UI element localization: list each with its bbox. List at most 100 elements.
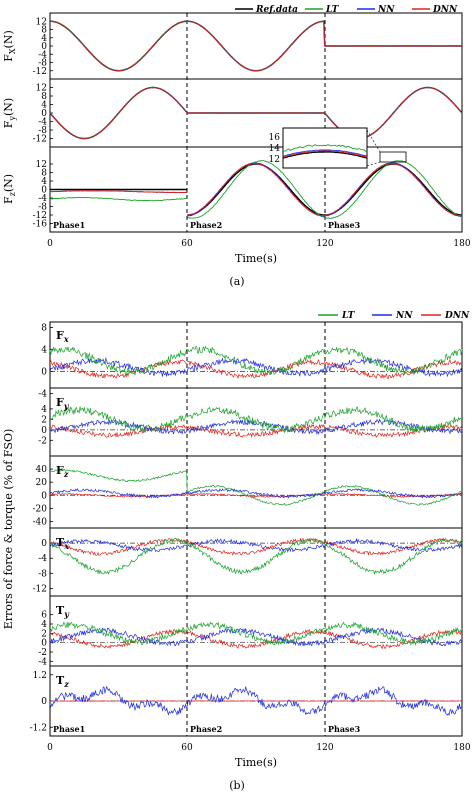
curve-b-Fy-nn-seg1 xyxy=(49,419,188,435)
curve-a-fx-nn-seg1 xyxy=(49,20,188,72)
ytick-label-a-Fy-4: -4 xyxy=(38,118,47,128)
xtick-b-180: 180 xyxy=(453,743,470,753)
phase-label-a-2: Phase2 xyxy=(190,220,222,230)
ytick-label-a-Fz-7: -16 xyxy=(33,220,48,230)
ytick-label-b-Tz-2: -1.2 xyxy=(30,723,47,733)
ytick-label-a-Fx-1: 8 xyxy=(41,26,47,36)
curve-a-fz-ref-seg3 xyxy=(324,163,462,216)
ytick-label-b-Fx-2: 0 xyxy=(41,368,47,378)
curve-b-Ty-dnn-seg3 xyxy=(324,628,462,650)
ytick-label-a-Fy-5: -8 xyxy=(38,126,47,136)
ylabel-b: Errors of force & torque (% of FSO) xyxy=(2,429,15,630)
ytick-label-a-Fz-1: 8 xyxy=(41,169,47,179)
phase-label-b-1: Phase1 xyxy=(53,724,85,734)
legend-b: LT NN DNN xyxy=(318,311,470,321)
ytick-label-a-Fx-2: 4 xyxy=(41,34,47,44)
ytick-label-b-Fz-2: 0 xyxy=(41,491,47,501)
ytick-label-b-Fy-1: 2 xyxy=(41,415,47,425)
curve-b-Tx-nn-seg2 xyxy=(187,538,325,553)
curve-a-fz-dnn-seg2 xyxy=(187,162,325,217)
curve-b-Fx-dnn-seg2 xyxy=(187,359,326,380)
curve-a-fx-lt-seg2 xyxy=(187,20,326,72)
curve-b-Fy-dnn-seg3 xyxy=(324,423,463,438)
curve-b-Ty-nn-seg1 xyxy=(49,627,188,647)
ytick-label-b-Tz-1: 0 xyxy=(41,697,47,707)
ytick-label-b-Ty-0: 6 xyxy=(41,611,47,621)
ytick-label-a-Fx-0: 12 xyxy=(36,17,47,27)
ytick-label-b-Tx-0: 0 xyxy=(41,539,47,549)
xlabel-b: Time(s) xyxy=(235,756,277,769)
ytick-label-b-Fx-1: 4 xyxy=(41,346,47,356)
ytick-label-b-Fz-3: -20 xyxy=(33,504,48,514)
ytick-label-b-Tz-0: 1.2 xyxy=(33,671,47,681)
curve-a-fz-lt-seg2 xyxy=(187,159,325,219)
curve-a-fz-ref-seg2 xyxy=(187,163,325,216)
curve-b-Fz-lt-seg2 xyxy=(187,484,326,506)
xlabel-a: Time(s) xyxy=(235,252,277,265)
zoom-inset: 16 14 12 xyxy=(269,127,407,169)
curve-b-Fz-nn-seg1 xyxy=(49,488,188,499)
inset-curve-lt xyxy=(282,144,368,153)
curve-b-Ty-nn-seg3 xyxy=(324,627,463,647)
legend-a-ref-label: Ref.data xyxy=(255,5,298,15)
legend-a-nn-label: NN xyxy=(377,5,395,15)
ylabel-a-fy: Fy(N) xyxy=(2,98,17,128)
ylabel-a-fx: FX(N) xyxy=(2,30,17,62)
panel-b-subplot-labels: Fx Fy Fz Tx Ty Tz xyxy=(56,329,70,689)
curve-b-Fx-lt-seg1 xyxy=(49,346,188,376)
ytick-label-a-Fx-5: -8 xyxy=(38,59,47,69)
ytick-label-b-Tx-2: -8 xyxy=(38,569,47,579)
curve-b-Fz-lt-seg1 xyxy=(49,468,188,493)
xtick-b-120: 120 xyxy=(316,743,333,753)
curve-b-Fz-nn-seg2 xyxy=(187,488,325,499)
ytick-label-a-Fz-4: -4 xyxy=(38,194,47,204)
curve-b-Ty-lt-seg3 xyxy=(324,621,463,646)
panel-b-frames xyxy=(49,321,463,737)
xtick-b-0: 0 xyxy=(47,743,53,753)
caption-a: (a) xyxy=(229,275,244,288)
curve-b-Tz-nn-seg3 xyxy=(324,686,463,716)
panel-b-yticks: 840-4420-240200-20-400-4-8-126420-2-41.2… xyxy=(30,324,53,733)
curve-b-Tx-nn-seg3 xyxy=(324,537,463,553)
ytick-label-b-Fz-1: 20 xyxy=(36,478,48,488)
inset-curve-ref xyxy=(282,151,368,159)
ytick-label-b-Fy-2: 0 xyxy=(41,426,47,436)
inset-curve-nn xyxy=(282,149,368,157)
curve-a-fx-dnn-seg1 xyxy=(49,20,188,72)
panel-a-phase-dividers xyxy=(186,13,326,232)
curve-a-fz-nn-seg3 xyxy=(324,162,463,217)
ytick-label-b-Fx-0: 8 xyxy=(41,324,47,334)
curve-b-Ty-nn-seg2 xyxy=(186,627,326,647)
curve-b-Tx-nn-seg1 xyxy=(49,538,188,553)
panel-b-curves xyxy=(49,345,463,716)
legend-a-dnn-label: DNN xyxy=(432,5,458,15)
ylabel-a-fz: Fz(N) xyxy=(2,174,17,204)
curve-a-fx-nn-seg2 xyxy=(187,20,326,72)
curve-a-fz-nn-seg2 xyxy=(187,162,325,217)
phase-label-a-1: Phase1 xyxy=(53,220,85,230)
curve-b-Tz-nn-seg1 xyxy=(49,685,188,716)
curve-a-fx-ref-seg2 xyxy=(187,20,326,72)
label-b-fx: Fx xyxy=(56,329,69,344)
ytick-label-a-Fz-5: -8 xyxy=(38,203,47,213)
inset-tick-12: 12 xyxy=(269,155,280,165)
curve-b-Fy-lt-seg1 xyxy=(49,406,188,433)
curve-b-Fy-dnn-seg2 xyxy=(186,423,326,439)
curve-b-Fz-lt-seg3 xyxy=(324,485,463,506)
inset-tick-16: 16 xyxy=(269,133,281,143)
curve-b-Tx-lt-seg1 xyxy=(49,537,188,575)
curve-b-Fz-nn-seg3 xyxy=(324,488,463,499)
ytick-label-b-Ty-4: -2 xyxy=(38,648,47,658)
curve-b-Tz-nn-seg2 xyxy=(186,686,326,716)
ytick-label-a-Fx-3: 0 xyxy=(41,42,47,52)
curve-a-fy-dnn-seg1 xyxy=(49,87,188,140)
curve-b-Fz-dnn-seg1 xyxy=(49,493,188,498)
ytick-label-b-Ty-5: -4 xyxy=(38,657,47,667)
curve-b-Tx-lt-seg3 xyxy=(324,538,463,576)
xtick-a-0: 0 xyxy=(47,239,53,249)
ytick-label-b-Fy-0: 4 xyxy=(41,405,47,415)
panel-b-phase-dividers xyxy=(186,322,326,736)
subplot-b-fx-frame xyxy=(49,321,463,389)
ytick-label-a-Fx-6: -12 xyxy=(33,67,48,77)
